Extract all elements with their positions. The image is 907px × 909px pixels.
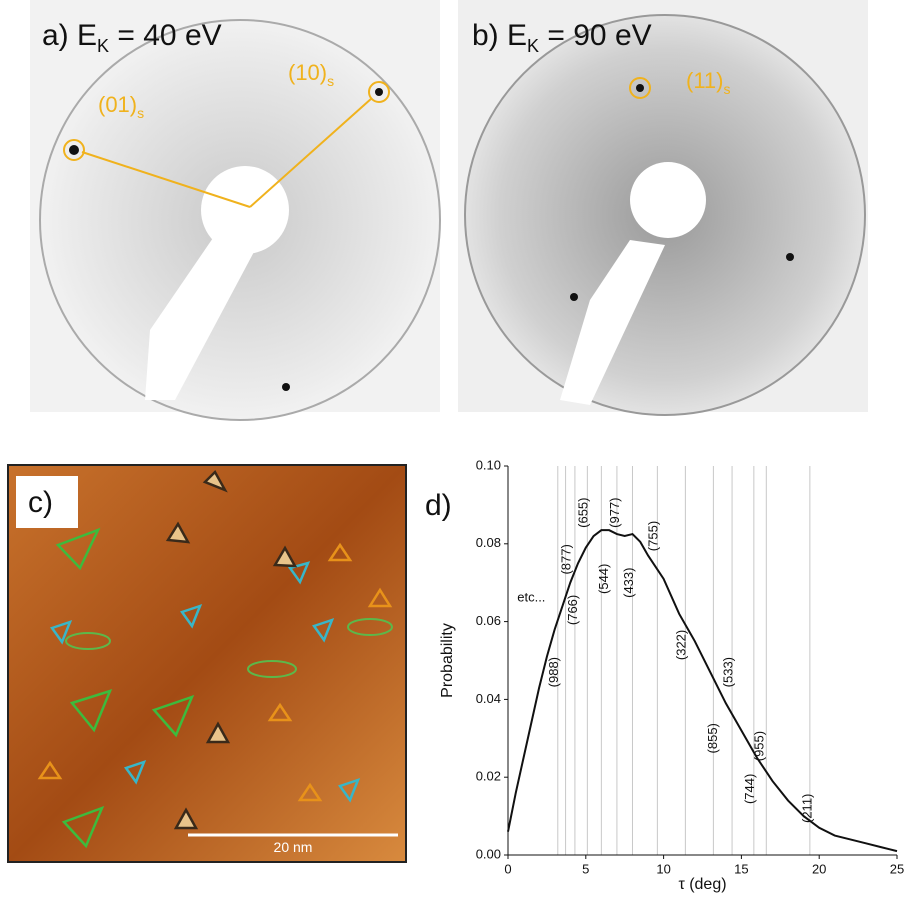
title-text: a) E <box>42 19 97 52</box>
spot <box>786 253 794 261</box>
annotation: (433) <box>621 568 636 598</box>
panel-title: a) EK = 40 eV <box>42 19 222 56</box>
annotation: (744) <box>742 774 757 804</box>
annotation: (544) <box>596 564 611 594</box>
index: (10) <box>288 60 327 85</box>
annotation: (955) <box>752 731 767 761</box>
x-tick-label: 10 <box>656 861 670 876</box>
index: (01) <box>98 92 137 117</box>
chart: 0.00 0.02 0.04 0.06 0.08 0.10 0 5 10 15 20 25 τ (deg… <box>439 457 904 893</box>
panel-b: b) EK = 90 eV (11)s <box>458 0 868 415</box>
annotation: (977) <box>607 498 622 528</box>
spot <box>570 293 578 301</box>
panel-title: b) EK = 90 eV <box>472 19 652 56</box>
title-text: = 90 eV <box>539 19 652 52</box>
title-text: b) E <box>472 19 527 52</box>
subscript: s <box>137 105 144 121</box>
x-tick-label: 25 <box>890 861 904 876</box>
side-note: etc... <box>517 590 545 605</box>
y-tick-label: 0.06 <box>476 613 501 628</box>
scale-label: 20 nm <box>274 839 313 855</box>
subscript: K <box>97 36 109 56</box>
panel-label: d) <box>425 489 452 522</box>
x-axis-label: τ (deg) <box>678 876 726 893</box>
spot <box>636 84 644 92</box>
y-axis-label: Probability <box>439 623 456 698</box>
subscript: K <box>527 36 539 56</box>
annotation: (322) <box>674 630 689 660</box>
gun <box>630 162 706 238</box>
title-text: = 40 eV <box>109 19 222 52</box>
annotation: (988) <box>546 657 561 687</box>
y-tick-label: 0.02 <box>476 769 501 784</box>
y-tick-label: 0.04 <box>476 691 501 706</box>
panel-c: c) 20 nm <box>8 465 406 862</box>
gun <box>201 166 289 254</box>
panel-label: c) <box>28 486 53 519</box>
spot <box>69 145 79 155</box>
annotation: (533) <box>720 657 735 687</box>
line <box>508 530 897 851</box>
spot <box>375 88 383 96</box>
annotation: (855) <box>705 723 720 753</box>
x-tick-label: 15 <box>734 861 748 876</box>
annotation: (655) <box>576 498 591 528</box>
figure: a) EK = 40 eV (01)s (10)s b) EK = 90 eV … <box>0 0 907 909</box>
annotation: (877) <box>559 544 574 574</box>
spot <box>282 383 290 391</box>
x-tick-label: 0 <box>504 861 511 876</box>
x-tick-label: 20 <box>812 861 826 876</box>
y-tick-label: 0.10 <box>476 457 501 472</box>
y-tick-label: 0.00 <box>476 846 501 861</box>
x-tick-label: 5 <box>582 861 589 876</box>
y-tick-label: 0.08 <box>476 535 501 550</box>
subscript: s <box>724 81 731 97</box>
annotation: (766) <box>565 595 580 625</box>
annotation: (211) <box>800 794 815 823</box>
index: (11) <box>686 68 724 93</box>
panel-a: a) EK = 40 eV (01)s (10)s <box>30 0 440 420</box>
annotation: (755) <box>646 521 661 551</box>
subscript: s <box>327 73 334 89</box>
